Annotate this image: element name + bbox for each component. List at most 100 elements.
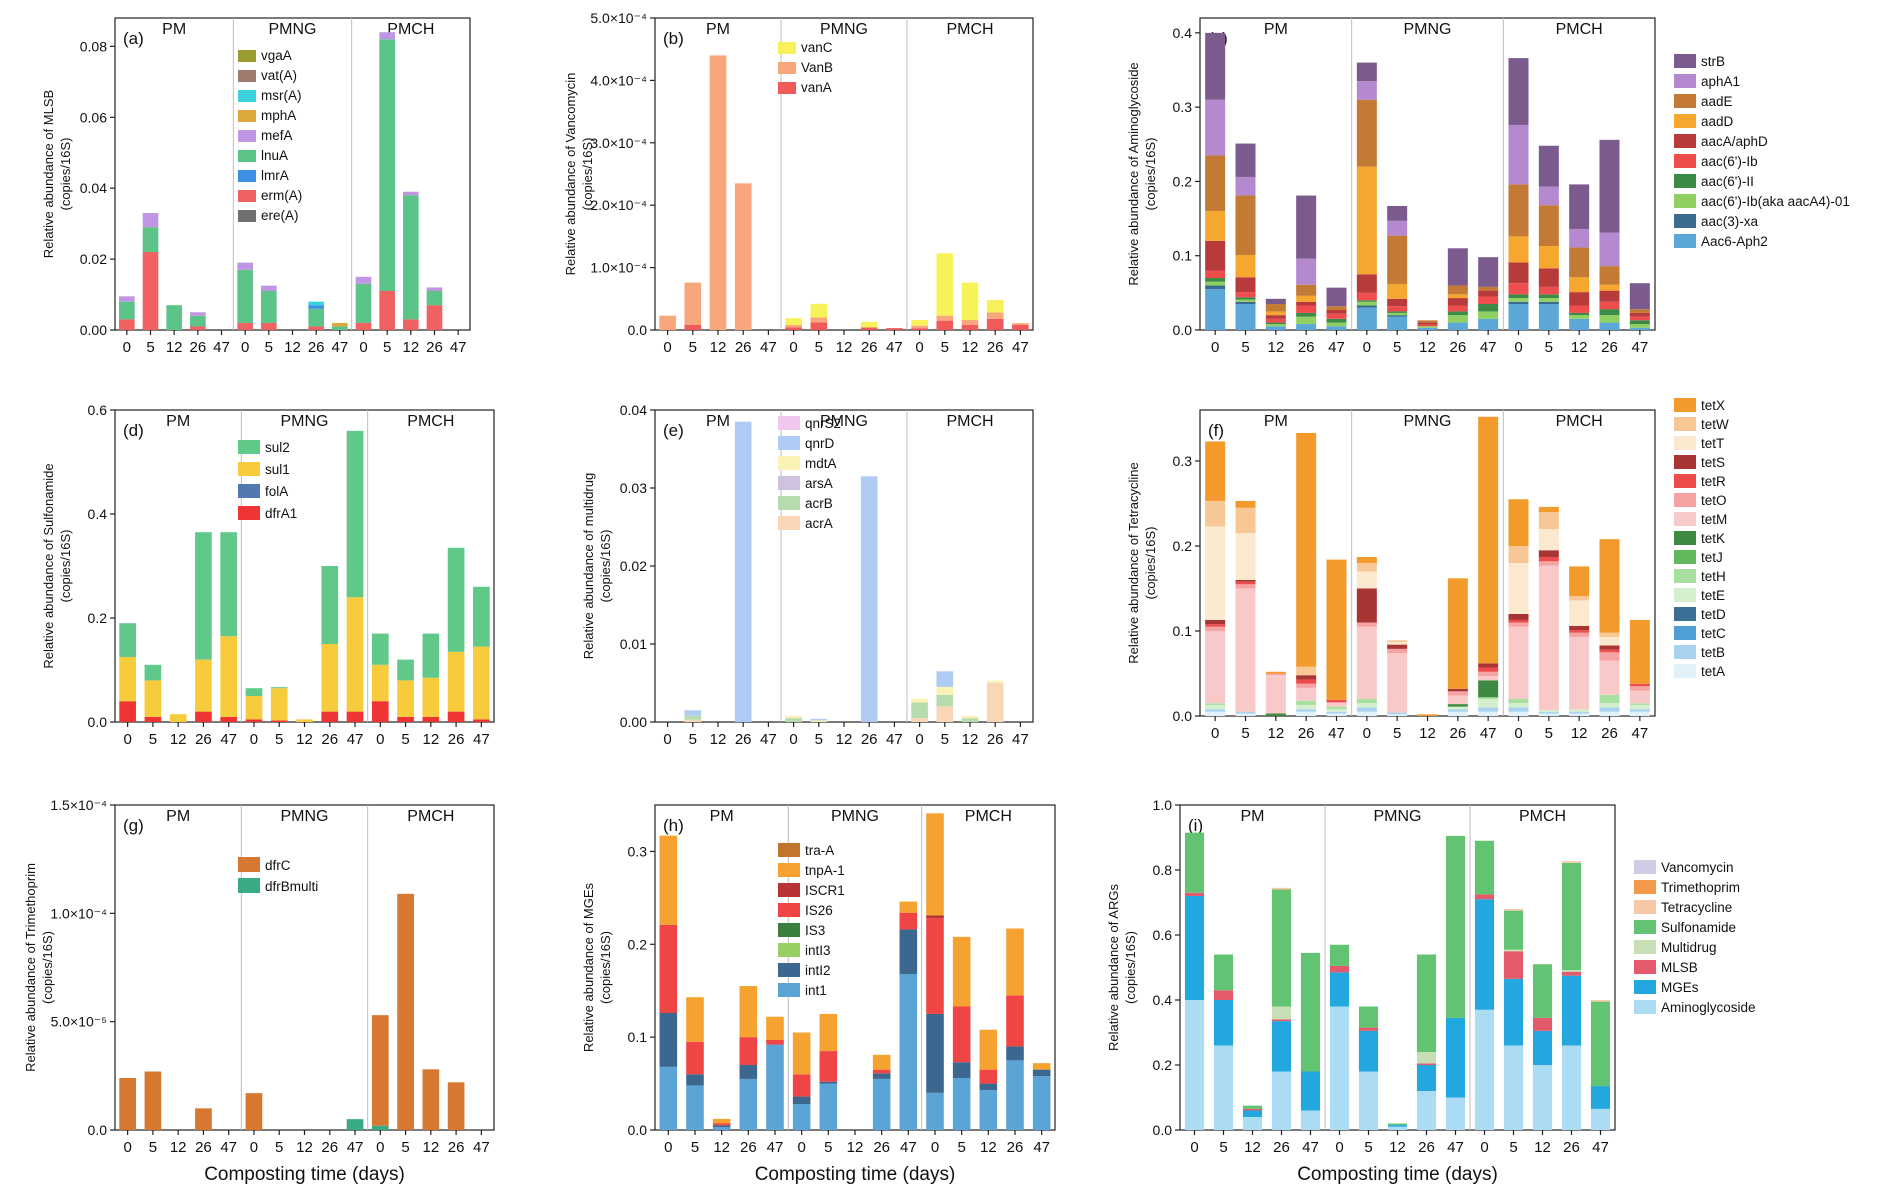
bar-segment-strb-pmng-day5 [1387,205,1408,221]
group-label-pmch: PMCH [1556,413,1603,430]
bar-segment-dfra1-pmch-day5 [397,716,414,722]
y-tick-label: 1.0×10⁻⁴ [50,905,107,921]
group-label-pmch: PMCH [407,808,454,825]
legend-label-mges: MGEs [1661,980,1699,995]
bar-segment-erm-a-pm-day5 [142,252,159,330]
bar-segment-tetr-pm-day5 [1235,581,1256,585]
x-tick-label: 0 [376,731,384,748]
bar-segment-aac-6-ib-aka-aaca4-01-pm-day12 [1265,324,1286,327]
legend-swatch-sul2 [238,440,260,454]
bar-segment-aadd-pmng-day0 [1356,166,1377,275]
bar-segment-aac-6-ib-pm-day12 [1265,318,1286,323]
bar-segment-vanc-pmch-day12 [961,282,979,321]
bar-segment-aminoglycoside-pmch-day47 [1590,1108,1611,1130]
bar-segment-aminoglycoside-pm-day0 [1184,1000,1205,1130]
bar-segment-sul1-pmng-day5 [270,688,288,721]
bar-segment-tetm-pmng-day26 [1447,695,1468,705]
legend-label-lmra: lmrA [261,168,289,183]
bar-segment-teta-pmch-day47 [1629,711,1650,716]
bar-segment-sul2-pmch-day26 [447,547,465,652]
bar-segment-tetb-pmch-day12 [1569,711,1590,714]
bar-segment-aac-6-ii-pmch-day12 [1569,312,1590,316]
bar-segment-tetw-pm-day5 [1235,507,1256,534]
bar-segment-tetx-pmch-day26 [1599,539,1620,633]
bar-segment-dfrc-pmch-day0 [371,1015,389,1126]
x-tick-label: 12 [1571,339,1588,356]
bar-segment-sulfonamide-pm-day5 [1213,954,1234,991]
x-tick-label: 0 [250,1139,258,1156]
bar-segment-tete-pmch-day12 [1569,709,1590,712]
legend-label-dfrc: dfrC [265,858,291,873]
legend-label-inti2: intI2 [805,963,831,978]
bar-segment-mlsb-pmch-day26 [1561,971,1582,976]
bar-segment-sul2-pmch-day12 [422,633,440,678]
bar-segment-aac6-aph2-pmng-day47 [1478,318,1499,330]
bar-segment-tetm-pm-day47 [1326,702,1347,707]
legend: vanC VanB vanA [778,40,833,95]
legend-label-lnua: lnuA [261,148,288,163]
y-axis-label-units: (copies/16S) [1123,931,1138,1004]
legend-swatch-qnrs2 [778,416,800,430]
bar-segment-vana-pmch-day12 [961,325,979,330]
x-tick-label: 26 [1418,1139,1435,1156]
x-tick-label: 47 [767,1139,784,1156]
chart-panel-i: PM PMNG PMCH (i) 0.0 0.2 0.4 0.6 0.8 1.0 Relative … [1106,797,1756,1185]
bar-segment-int1-pm-day47 [766,1044,784,1130]
x-tick-label: 47 [450,339,467,356]
x-tick-label: 5 [149,731,157,748]
y-tick-label: 1.0×10⁻⁴ [590,260,647,276]
bar-segment-aac-6-ii-pmng-day47 [1478,304,1499,312]
bar-segment-qnrd-pmng-day5 [810,718,828,721]
bar-segment-mlsb-pmch-day12 [1532,1017,1553,1031]
x-tick-label: 47 [347,731,364,748]
group-label-pmng: PMNG [1374,808,1422,825]
bar-segment-tets-pmng-day26 [1447,688,1468,692]
x-tick-label: 5 [941,731,949,748]
bar-segment-sul2-pm-day26 [195,532,212,660]
y-axis-label: Relative abundance of ARGs [1106,884,1121,1051]
panel-letter: (f) [1208,421,1224,440]
bar-segment-aac6-aph2-pm-day0 [1205,289,1226,330]
legend-label-vgaa: vgaA [261,48,292,63]
bar-segment-aac-6-ib-aka-aaca4-01-pmng-day5 [1387,312,1408,316]
bar-segment-aac-6-ib-aka-aaca4-01-pm-day47 [1326,322,1347,327]
x-tick-label: 0 [931,1139,939,1156]
y-axis-label: Relative abundance of Aminoglycoside [1126,62,1141,285]
bar-segment-tetm-pmch-day0 [1508,626,1529,699]
bar-segment-teth-pmch-day47 [1629,703,1650,705]
y-tick-label: 0.6 [1153,927,1173,943]
y-axis-label: Relative abundance of MLSB [41,90,56,258]
x-tick-label: 5 [149,1139,157,1156]
bar-segment-vanc-pmch-day5 [936,253,954,316]
bar-segment-vanc-pmch-day26 [986,300,1004,313]
bar-segment-lnua-pmch-day0 [355,283,372,323]
x-axis-title: Composting time (days) [1297,1164,1498,1185]
legend-swatch-tetw [1674,417,1696,431]
bar-segment-vanc-pmng-day0 [785,318,802,326]
bar-segment-erm-a-pm-day0 [119,319,135,330]
bar-segment-aac-6-ii-pmch-day47 [1629,320,1650,325]
y-tick-label: 0.0 [1153,1122,1173,1138]
legend-swatch-tetm [1674,512,1696,526]
group-label-pm: PM [1241,808,1265,825]
bar-segment-multidrug-pmch-day26 [1561,970,1582,972]
group-label-pmng: PMNG [820,21,868,38]
bar-segment-tete-pm-day0 [1205,704,1226,710]
y-tick-label: 0.0 [88,1122,108,1138]
bar-segment-aac-6-ii-pmng-day26 [1447,311,1468,316]
legend-swatch-tete [1674,588,1696,602]
bar-segment-tetw-pmch-day26 [1599,632,1620,637]
y-tick-label: 1.5×10⁻⁴ [50,797,107,813]
bar-segment-lnua-pmch-day12 [403,195,419,320]
bar-segment-sul2-pmch-day5 [397,659,414,681]
y-tick-label: 0.03 [620,480,647,496]
bar-segment-tetx-pmng-day26 [1447,578,1468,689]
bar-segment-vanb-pmng-day5 [810,317,828,323]
y-tick-label: 0.0 [628,1122,648,1138]
bar-segment-aac-6-ib-aka-aaca4-01-pmng-day0 [1356,301,1377,306]
legend-swatch-tnpa-1 [778,863,800,877]
legend-swatch-aac-3-xa [1674,214,1696,228]
bar-segment-mdta-pmch-day0 [911,698,928,703]
bar-segment-aaca-aphd-pmch-day5 [1538,268,1559,287]
bar-segment-teta-pmng-day5 [1387,714,1408,716]
